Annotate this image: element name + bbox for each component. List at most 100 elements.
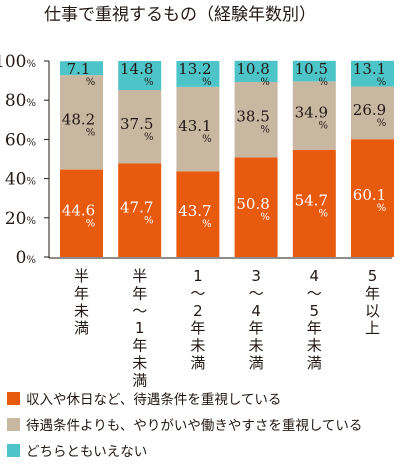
category-char: 〜	[249, 284, 264, 302]
y-tick-label: 20%	[5, 209, 36, 229]
data-label: 10.5	[295, 60, 328, 78]
category-char: 年	[249, 319, 264, 337]
data-label-unit: %	[202, 134, 212, 145]
category-label: 4 〜 5 年未満	[307, 267, 322, 372]
category-char: 5	[368, 267, 378, 285]
category-char: 半	[74, 267, 89, 285]
category-char: 年	[132, 284, 147, 302]
bar-segment	[176, 61, 220, 87]
data-label: 44.6	[62, 201, 95, 219]
category-char: 未	[249, 337, 264, 355]
legend-swatch	[7, 418, 20, 431]
y-tick-unit: %	[26, 59, 36, 70]
category-char: 2	[193, 302, 203, 320]
data-label-unit: %	[377, 118, 387, 129]
data-label-unit: %	[377, 203, 387, 214]
data-label-unit: %	[202, 219, 212, 230]
bar-segment	[60, 169, 103, 257]
category-char: 1	[135, 319, 145, 337]
data-label-unit: %	[202, 77, 212, 88]
y-axis: 0% 20% 40% 60% 80% 100%	[0, 52, 50, 268]
category-label: 半年〜 1 年未満	[132, 267, 147, 389]
y-tick-label: 0%	[16, 248, 36, 268]
data-label-unit: %	[377, 77, 387, 88]
category-char: 半	[132, 267, 147, 285]
data-label: 7.1	[67, 60, 91, 78]
data-label-unit: %	[260, 125, 270, 136]
data-label: 13.2	[178, 60, 211, 78]
data-label: 47.7	[120, 198, 153, 216]
category-char: 満	[249, 354, 264, 372]
data-label-unit: %	[319, 77, 329, 88]
category-label: 1 〜 2 年未満	[190, 267, 205, 372]
category-char: 〜	[132, 302, 147, 320]
category-char: 年	[307, 319, 322, 337]
category-char: 3	[251, 267, 261, 285]
chart-title: 仕事で重視するもの（経験年数別）	[44, 5, 316, 25]
data-label: 48.2	[62, 110, 95, 128]
data-label: 34.9	[295, 104, 328, 122]
y-tick-unit: %	[26, 255, 36, 266]
bars: 44.6%48.2%7.1%47.7%37.5%14.8%43.7%43.1%1…	[60, 60, 394, 257]
data-label: 37.5	[120, 115, 153, 133]
y-tick-label: 100%	[0, 52, 36, 72]
legend-swatch	[7, 392, 20, 405]
legend-label: 待遇条件よりも、やりがいや働きやすさを重視している	[26, 417, 362, 434]
category-label: 5 年以上	[365, 267, 380, 337]
y-tick-label: 60%	[5, 130, 36, 150]
data-label: 38.5	[236, 108, 269, 126]
category-char: 以	[365, 302, 380, 320]
bar-segment	[60, 61, 103, 76]
category-char: 未	[190, 337, 205, 355]
category-char: 満	[190, 354, 205, 372]
bar-segment	[118, 163, 162, 257]
category-char: 〜	[190, 284, 205, 302]
category-char: 年	[190, 319, 205, 337]
y-tick-unit: %	[26, 177, 36, 188]
data-label: 14.8	[120, 60, 153, 78]
legend-label: どちらともいえない	[26, 444, 147, 460]
bar-segment	[118, 90, 162, 164]
y-tick-unit: %	[26, 216, 36, 227]
y-tick-unit: %	[26, 98, 36, 109]
bar-segment	[351, 86, 394, 140]
data-label: 60.1	[353, 186, 386, 204]
category-char: 未	[307, 337, 322, 355]
bar-segment	[351, 139, 394, 257]
data-label: 50.8	[236, 195, 269, 213]
data-label: 43.7	[178, 202, 211, 220]
legend-label: 収入や休日など、待遇条件を重視している	[26, 391, 281, 408]
y-tick-unit: %	[26, 137, 36, 148]
category-char: 上	[365, 319, 380, 337]
bar-segment	[292, 60, 336, 82]
data-label-unit: %	[260, 77, 270, 88]
y-tick-label: 40%	[5, 170, 36, 190]
category-char: 年	[132, 337, 147, 355]
data-label-unit: %	[86, 218, 96, 229]
bar-segment	[292, 149, 336, 257]
bar-segment	[351, 60, 394, 87]
data-label-unit: %	[86, 127, 96, 138]
data-label-unit: %	[144, 77, 154, 88]
category-char: 年	[365, 284, 380, 302]
category-char: 未	[132, 354, 147, 372]
legend-swatch	[7, 444, 20, 457]
bar-segment	[234, 157, 278, 257]
category-char: 5	[310, 302, 320, 320]
data-label-unit: %	[319, 208, 329, 219]
data-label-unit: %	[260, 212, 270, 223]
bar-segment	[234, 81, 278, 158]
category-label: 3 〜 4 年未満	[249, 267, 264, 372]
data-label-unit: %	[144, 215, 154, 226]
data-label-unit: %	[86, 77, 96, 88]
data-label: 10.8	[236, 60, 269, 78]
category-char: 4	[251, 302, 261, 320]
data-label-unit: %	[319, 121, 329, 132]
bar-segment	[176, 171, 220, 257]
legend: 収入や休日など、待遇条件を重視している待遇条件よりも、やりがいや働きやすさを重視…	[7, 391, 362, 460]
category-char: 〜	[307, 284, 322, 302]
category-char: 未	[74, 302, 89, 320]
category-char: 1	[193, 267, 203, 285]
bar-segment	[234, 60, 278, 82]
